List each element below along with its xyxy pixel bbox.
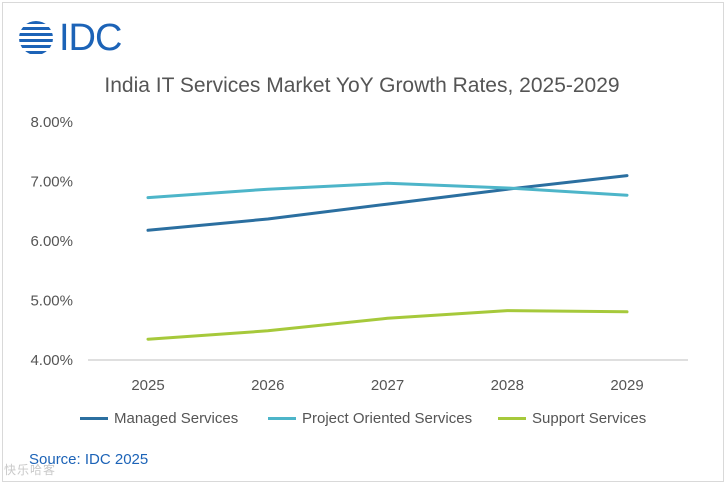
- legend-item: Managed Services: [80, 410, 238, 427]
- legend-label: Managed Services: [114, 410, 239, 427]
- series-line-project-oriented-services: [146, 181, 629, 200]
- globe-icon: [19, 21, 53, 54]
- x-tick-label: 2026: [251, 377, 284, 394]
- source-note: Source: IDC 2025: [29, 451, 149, 468]
- y-tick-label: 8.00%: [30, 114, 73, 131]
- x-tick-label: 2025: [131, 377, 164, 394]
- legend-item: Support Services: [498, 410, 646, 427]
- legend-item: Project Oriented Services: [268, 410, 472, 427]
- logo-text: IDC: [59, 17, 122, 59]
- y-tick-label: 6.00%: [30, 233, 73, 250]
- x-tick-label: 2029: [610, 377, 643, 394]
- chart-title: India IT Services Market YoY Growth Rate…: [104, 74, 620, 97]
- legend-label: Project Oriented Services: [302, 410, 473, 427]
- y-tick-label: 7.00%: [30, 174, 73, 191]
- legend-swatch: [498, 417, 526, 420]
- legend-swatch: [268, 417, 296, 420]
- watermark: 快乐哈客: [4, 463, 57, 477]
- x-tick-label: 2027: [371, 377, 404, 394]
- y-tick-label: 5.00%: [30, 293, 73, 310]
- chart-frame: [2, 2, 724, 482]
- chart-legend: Managed Services Project Oriented Service…: [0, 410, 724, 430]
- legend-label: Support Services: [532, 410, 647, 427]
- idc-logo: IDC: [17, 17, 122, 59]
- series-line-managed-services: [146, 174, 629, 232]
- x-tick-label: 2028: [491, 377, 524, 394]
- y-tick-label: 4.00%: [30, 352, 73, 369]
- series-line-support-services: [146, 309, 629, 341]
- legend-swatch: [80, 417, 108, 420]
